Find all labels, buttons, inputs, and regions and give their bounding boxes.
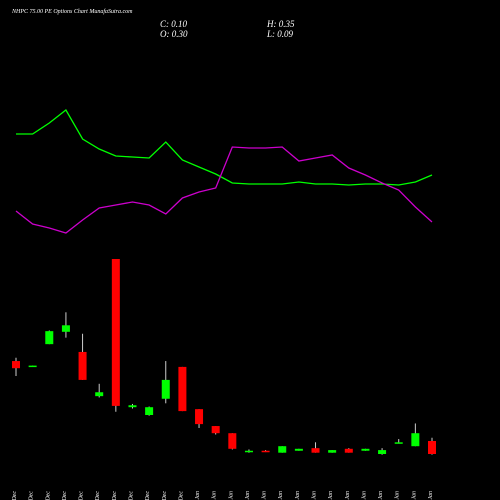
- x-tick-label: 06 Jan: [245, 491, 251, 500]
- candle-body: [195, 409, 204, 425]
- x-tick-label: 12 Jan: [312, 491, 318, 500]
- candle-body: [228, 433, 237, 449]
- x-tick-label: 22 Jan: [428, 491, 434, 500]
- candle-body: [161, 379, 170, 399]
- candle-body: [244, 450, 253, 453]
- x-tick-label: 26 Dec: [128, 491, 134, 500]
- readout-open: O: 0.30: [160, 29, 188, 39]
- candle-body: [145, 407, 154, 415]
- readout-close: C: 0.10: [160, 19, 188, 29]
- x-tick-label: 01 Jan: [195, 491, 201, 500]
- x-tick-label: 22 Dec: [79, 491, 85, 500]
- candle-body: [61, 325, 70, 332]
- candle-body: [378, 450, 387, 454]
- candle-body: [328, 450, 337, 453]
- candle-body: [128, 405, 137, 408]
- candle-body: [95, 392, 104, 397]
- candle-body: [411, 433, 420, 447]
- x-tick-label: 16 Dec: [29, 491, 35, 500]
- candle-body: [28, 365, 37, 368]
- x-tick-label: 14 Jan: [344, 491, 351, 500]
- candle-body: [78, 351, 87, 380]
- candle-body: [45, 331, 54, 345]
- candle-body: [111, 259, 120, 406]
- x-tick-label: 24 Dec: [111, 491, 118, 500]
- x-tick-label: 05 Jan: [228, 491, 234, 500]
- candle-body: [311, 448, 320, 453]
- x-tick-label: 08 Jan: [278, 491, 284, 500]
- candle-body: [294, 448, 303, 451]
- candle-body: [278, 446, 287, 453]
- candle-body: [261, 450, 270, 453]
- x-tick-label: 17 Dec: [45, 491, 51, 500]
- candle-body: [428, 441, 436, 454]
- readout-low: L: 0.09: [266, 29, 294, 39]
- x-tick-label: 19 Dec: [62, 491, 68, 500]
- candle-body: [344, 448, 353, 453]
- x-tick-label: 29 Dec: [145, 491, 151, 500]
- x-tick-label: 23 Dec: [95, 491, 101, 500]
- x-tick-label: 02 Jan: [212, 491, 218, 500]
- indicator-line: [15, 146, 433, 234]
- x-tick-label: 09 Jan: [295, 491, 301, 500]
- chart-title: NHPC 75.00 PE Options Chart MunafaSutra.…: [11, 8, 133, 15]
- x-tick-label: 19 Jan: [378, 491, 384, 500]
- candle-body: [211, 426, 220, 434]
- x-tick-label: 13 Jan: [328, 491, 334, 500]
- x-tick-label: 15 Dec: [12, 491, 18, 500]
- readout-high: H: 0.35: [266, 19, 295, 29]
- x-tick-label: 31 Dec: [178, 491, 184, 500]
- x-tick-label: 21 Jan: [411, 491, 417, 500]
- candle-body: [361, 448, 370, 451]
- indicator-line: [16, 109, 433, 186]
- x-tick-label: 30 Dec: [162, 491, 168, 500]
- candle-body: [394, 442, 403, 444]
- candle-body: [12, 361, 20, 369]
- candle-body: [178, 366, 187, 412]
- x-tick-label: 16 Jan: [361, 491, 367, 500]
- x-tick-label: 07 Jan: [262, 491, 268, 500]
- x-tick-label: 20 Jan: [395, 491, 401, 500]
